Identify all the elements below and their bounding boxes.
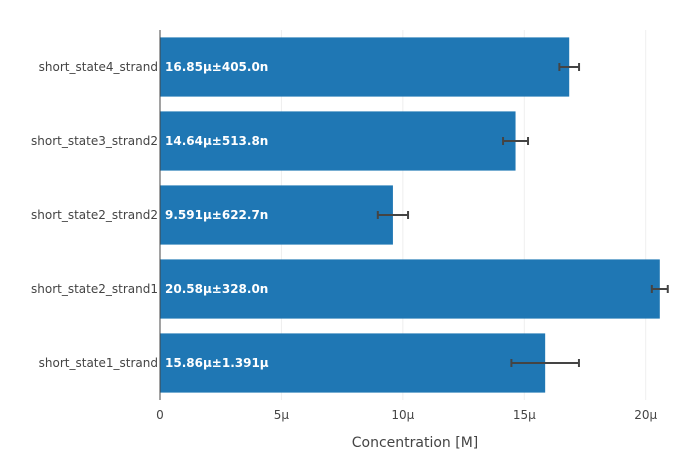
- category-label: short_state4_strand: [39, 60, 158, 74]
- x-tick-label: 0: [156, 408, 164, 422]
- category-label: short_state2_strand1: [31, 282, 158, 296]
- bar-value-label: 20.58µ±328.0n: [165, 282, 268, 296]
- bar-value-label: 15.86µ±1.391µ: [165, 356, 269, 370]
- x-tick-label: 20µ: [634, 408, 657, 422]
- category-label: short_state1_strand: [39, 356, 158, 370]
- bars: [160, 37, 660, 393]
- bar-value-label: 14.64µ±513.8n: [165, 134, 268, 148]
- x-tick-label: 10µ: [391, 408, 414, 422]
- bar: [160, 333, 546, 393]
- x-tick-labels: 0 5µ 10µ 15µ 20µ: [156, 408, 657, 422]
- bar-value-label: 16.85µ±405.0n: [165, 60, 268, 74]
- bar-value-label: 9.591µ±622.7n: [165, 208, 268, 222]
- category-labels: short_state1_strand short_state2_strand1 s…: [31, 60, 158, 370]
- x-tick-label: 15µ: [513, 408, 536, 422]
- category-label: short_state3_strand2: [31, 134, 158, 148]
- bar: [160, 37, 570, 97]
- bar-value-labels: 15.86µ±1.391µ 20.58µ±328.0n 9.591µ±622.7n 1…: [165, 60, 269, 370]
- bar: [160, 185, 393, 245]
- category-label: short_state2_strand2: [31, 208, 158, 222]
- bar: [160, 259, 660, 319]
- x-tick-label: 5µ: [274, 408, 290, 422]
- bar: [160, 111, 516, 171]
- x-axis-title: Concentration [M]: [352, 435, 479, 450]
- error-bars: [376, 63, 669, 367]
